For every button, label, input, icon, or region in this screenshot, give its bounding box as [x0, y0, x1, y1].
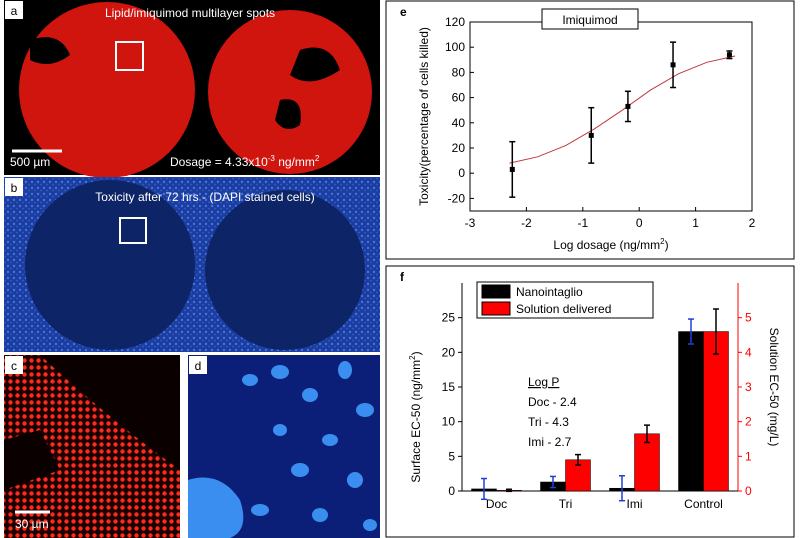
- legend-box: [476, 281, 654, 319]
- y2-tick-label: 1: [745, 449, 752, 463]
- y-tick-label: 20: [452, 141, 466, 155]
- x-tick-label: -2: [521, 216, 532, 230]
- data-point: [509, 166, 515, 172]
- dosage-exp: -3: [268, 154, 276, 163]
- axis-label: Surface EC-50 (ng/mm2): [408, 351, 423, 482]
- title-box: [541, 8, 639, 30]
- y-tick-label: 20: [442, 345, 456, 359]
- y-tick-label: 10: [442, 415, 456, 429]
- x-tick-label: 0: [636, 216, 643, 230]
- panel-letter: b: [11, 181, 18, 195]
- axis-label: Toxicity(percentage of cells killed): [417, 27, 431, 206]
- axis-label-exp: 2: [660, 237, 665, 246]
- fit-curve: [509, 55, 736, 164]
- panel-f-frame: [385, 265, 795, 538]
- y-tick-label: 40: [452, 116, 466, 130]
- y2-tick-label: 2: [745, 415, 752, 429]
- panel-letter: c: [11, 359, 17, 373]
- bar: [703, 331, 729, 492]
- panel-b: b Toxicity after 72 hrs - (DAPI stained …: [4, 177, 380, 352]
- y2-tick-label: 4: [745, 345, 752, 359]
- axis-label-text: Log dosage (ng/mm: [553, 238, 660, 252]
- dosage: Dosage = 4.33x10-3 ng/mm2: [170, 154, 320, 169]
- y-tick-label: 0: [458, 166, 465, 180]
- panel-letter: d: [195, 359, 202, 373]
- y-tick-label: 5: [448, 449, 455, 463]
- x-tick-label: Doc: [486, 497, 507, 511]
- legend-label: Nanointaglio: [516, 285, 583, 299]
- axis-label-exp: 2: [408, 355, 417, 360]
- x-tick-label: -1: [577, 216, 588, 230]
- y-tick-label: -20: [448, 191, 466, 205]
- annotation: Tri - 4.3: [528, 415, 569, 429]
- axis-label-end: ): [409, 351, 423, 355]
- legend-label: Solution delivered: [516, 302, 611, 316]
- y2-tick-label: 3: [745, 380, 752, 394]
- x-tick-label: 2: [749, 216, 756, 230]
- x-tick-label: Tri: [559, 497, 573, 511]
- x-tick-label: -3: [465, 216, 476, 230]
- annotation: Imi - 2.7: [528, 435, 572, 449]
- panel-letter: e: [400, 5, 407, 19]
- dosage-unit: ng/mm: [275, 155, 315, 169]
- scale-label: 500 µm: [10, 155, 50, 169]
- y-tick-label: 100: [445, 40, 465, 54]
- y-tick-label: 60: [452, 91, 466, 105]
- axis-label: Log dosage (ng/mm2): [553, 237, 668, 252]
- bar: [634, 433, 660, 492]
- panel-e-frame: [385, 0, 795, 260]
- y-tick-label: 0: [448, 484, 455, 498]
- x-tick-label: 1: [692, 216, 699, 230]
- panel-letter: f: [400, 270, 405, 284]
- axis-label: Solution EC-50 (mg/L): [767, 328, 781, 447]
- panel-a: a Lipid/imiquimod multilayer spots 500 µ…: [4, 0, 380, 178]
- data-point: [588, 132, 594, 138]
- panel-title: Lipid/imiquimod multilayer spots: [105, 6, 275, 20]
- dosage-unit-exp: 2: [315, 154, 320, 163]
- legend-swatch: [481, 284, 511, 299]
- panel-title: Toxicity after 72 hrs - (DAPI stained ce…: [95, 190, 314, 204]
- panel-d: d: [188, 355, 380, 538]
- x-tick-label: Imi: [627, 497, 643, 511]
- y2-tick-label: 0: [745, 484, 752, 498]
- y-tick-label: 25: [442, 311, 456, 325]
- chart-title: Imiquimod: [562, 13, 617, 27]
- y-tick-label: 120: [445, 15, 465, 29]
- annotation: Log P: [528, 375, 559, 389]
- annotation: Doc - 2.4: [528, 395, 577, 409]
- y-tick-label: 80: [452, 65, 466, 79]
- y-tick-label: 15: [442, 380, 456, 394]
- axis-label-end: ): [665, 238, 669, 252]
- dosage-text: Dosage = 4.33x10: [170, 155, 268, 169]
- panel-c: c 30 µm: [4, 355, 180, 538]
- scale-label: 30 µm: [15, 517, 49, 531]
- data-point: [670, 62, 676, 68]
- y2-tick-label: 5: [745, 311, 752, 325]
- legend-swatch: [481, 301, 511, 316]
- axis-label-text: Surface EC-50 (ng/mm: [409, 360, 423, 483]
- data-point: [726, 52, 732, 58]
- x-tick-label: Control: [684, 497, 723, 511]
- panel-letter: a: [11, 4, 18, 18]
- data-point: [625, 103, 631, 109]
- bar: [678, 331, 704, 492]
